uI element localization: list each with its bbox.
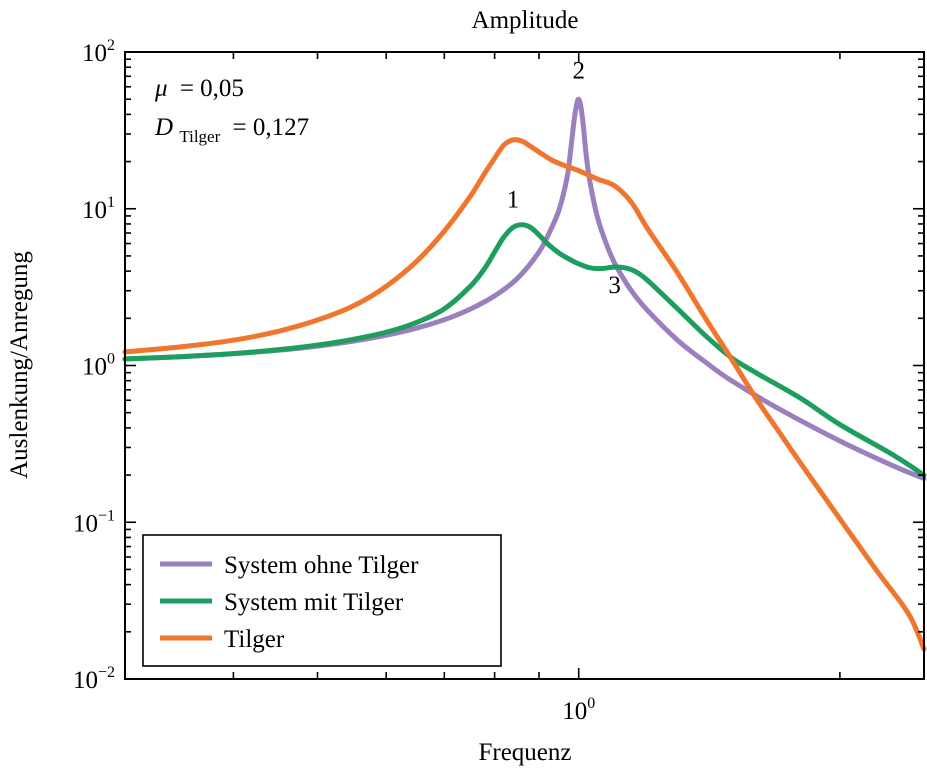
damping-parameter: D Tilger = 0,127 [154, 114, 309, 148]
peak-label-1: 1 [507, 186, 520, 213]
annotation-layer: 1 2 3 [507, 57, 621, 299]
x-axis-label: Frequenz [478, 739, 571, 766]
chart-title: Amplitude [472, 7, 579, 34]
legend: System ohne Tilger System mit Tilger Tilge… [142, 534, 502, 667]
legend-label-2: System mit Tilger [224, 589, 404, 616]
y-tick-label: 10−1 [73, 507, 115, 537]
y-tick-label: 100 [82, 351, 115, 381]
y-axis-label: Auslenkung/Anregung [6, 251, 33, 479]
legend-label-1: System ohne Tilger [224, 552, 419, 579]
peak-label-2: 2 [572, 57, 585, 84]
series-layer [122, 96, 927, 652]
peak-label-3: 3 [608, 272, 621, 299]
y-tick-label: 102 [82, 37, 115, 67]
legend-label-3: Tilger [224, 626, 285, 653]
y-tick-label: 10−2 [73, 664, 115, 694]
tick-layer: 102 101 100 10−1 10−2 100 [73, 37, 924, 725]
series-line-3 [122, 137, 927, 652]
mu-parameter: μ = 0,05 [154, 75, 244, 102]
series-line-2 [122, 222, 927, 478]
series-line-1 [122, 96, 927, 482]
x-tick-label: 100 [562, 695, 595, 725]
y-tick-label: 101 [82, 194, 115, 224]
plot-frame [124, 51, 925, 680]
parameter-text: μ = 0,05 D Tilger = 0,127 [154, 75, 309, 148]
